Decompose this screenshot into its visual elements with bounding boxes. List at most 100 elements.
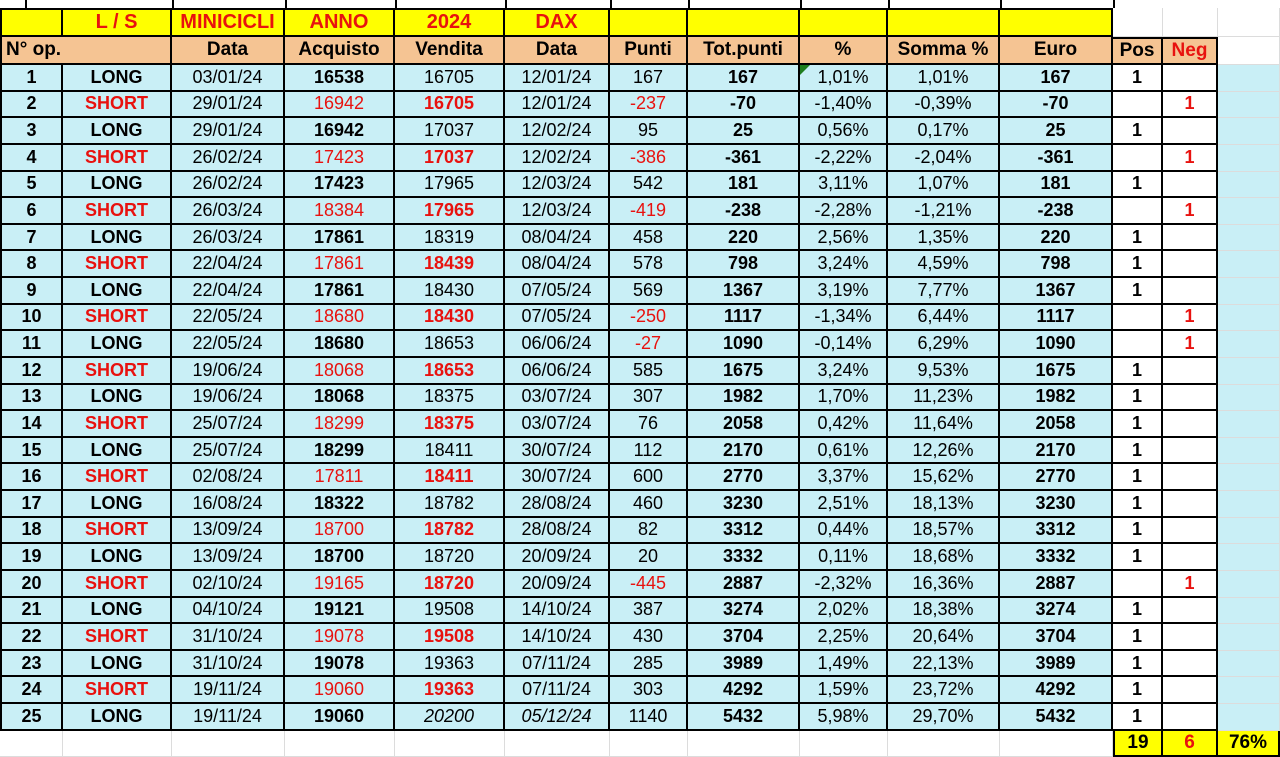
unformatted-cell[interactable] <box>1218 171 1280 199</box>
cell-euro[interactable]: 2770 <box>1000 464 1113 491</box>
cell-acquisto[interactable]: 19078 <box>285 650 395 678</box>
cell-punti[interactable]: 569 <box>610 278 688 305</box>
cell-long-short[interactable]: SHORT <box>63 624 172 651</box>
cell-vendita[interactable]: 18439 <box>395 251 505 278</box>
cell-acquisto[interactable]: 18068 <box>285 357 395 385</box>
cell-neg[interactable] <box>1163 624 1218 651</box>
cell-n-op[interactable]: 5 <box>0 171 63 199</box>
unformatted-cell[interactable] <box>1218 65 1280 92</box>
cell-vendita[interactable]: 19508 <box>395 597 505 625</box>
unformatted-cell[interactable] <box>1218 384 1280 412</box>
cell-tot-punti[interactable]: 2170 <box>688 437 800 465</box>
unformatted-cell[interactable] <box>1218 491 1280 518</box>
cell-long-short[interactable]: SHORT <box>63 304 172 332</box>
cell-n-op[interactable]: 14 <box>0 411 63 438</box>
unformatted-cell[interactable] <box>1218 198 1280 225</box>
cell-pct[interactable]: -2,28% <box>800 198 888 225</box>
header-pct[interactable]: % <box>800 37 888 65</box>
cell-neg[interactable] <box>1163 464 1218 491</box>
cell-sell-date[interactable]: 08/04/24 <box>505 224 610 252</box>
unformatted-cell[interactable] <box>1218 464 1280 491</box>
cell-euro[interactable]: 1367 <box>1000 278 1113 305</box>
cell-neg[interactable]: 1 <box>1163 91 1218 119</box>
cell-neg[interactable] <box>1163 597 1218 625</box>
cell-long-short[interactable]: SHORT <box>63 357 172 385</box>
cell-buy-date[interactable]: 19/06/24 <box>172 357 285 385</box>
cell-tot-punti[interactable]: 1117 <box>688 304 800 332</box>
header-n-op[interactable]: N° op. <box>0 37 172 65</box>
cell-acquisto[interactable]: 18680 <box>285 331 395 358</box>
cell-acquisto[interactable]: 16538 <box>285 65 395 92</box>
cell-tot-punti[interactable]: 3704 <box>688 624 800 651</box>
cell-acquisto[interactable]: 16942 <box>285 118 395 145</box>
header-tot-punti[interactable]: Tot.punti <box>688 37 800 65</box>
cell-punti[interactable]: 542 <box>610 171 688 199</box>
cell-neg[interactable] <box>1163 384 1218 412</box>
unformatted-cell[interactable] <box>1218 118 1280 145</box>
cell-somma-pct[interactable]: 7,77% <box>888 278 1000 305</box>
cell-punti[interactable]: -419 <box>610 198 688 225</box>
cell-euro[interactable]: 167 <box>1000 65 1113 92</box>
cell-buy-date[interactable]: 26/03/24 <box>172 198 285 225</box>
cell-punti[interactable]: 76 <box>610 411 688 438</box>
unformatted-cell[interactable] <box>1000 730 1113 757</box>
cell-tot-punti[interactable]: 1367 <box>688 278 800 305</box>
cell-long-short[interactable]: LONG <box>63 331 172 358</box>
cell-euro[interactable]: 5432 <box>1000 704 1113 731</box>
cell-tot-punti[interactable]: 1982 <box>688 384 800 412</box>
cell-somma-pct[interactable]: -2,04% <box>888 144 1000 172</box>
cell-sell-date[interactable]: 28/08/24 <box>505 517 610 545</box>
unformatted-cell[interactable] <box>1218 304 1280 332</box>
cell-pos[interactable]: 1 <box>1113 357 1163 385</box>
cell-n-op[interactable]: 18 <box>0 517 63 545</box>
cell-sell-date[interactable]: 03/07/24 <box>505 384 610 412</box>
cell-sell-date[interactable]: 12/03/24 <box>505 198 610 225</box>
cell-acquisto[interactable]: 18299 <box>285 411 395 438</box>
cell-euro[interactable]: 3312 <box>1000 517 1113 545</box>
unformatted-cell[interactable] <box>63 730 172 757</box>
cell-n-op[interactable]: 16 <box>0 464 63 491</box>
cell-vendita[interactable]: 17037 <box>395 144 505 172</box>
unformatted-cell[interactable] <box>688 730 800 757</box>
unformatted-cell[interactable] <box>1218 597 1280 625</box>
cell-tot-punti[interactable]: 3230 <box>688 491 800 518</box>
cell-tot-punti[interactable]: 1090 <box>688 331 800 358</box>
cell-buy-date[interactable]: 22/05/24 <box>172 304 285 332</box>
unformatted-cell[interactable] <box>1218 411 1280 438</box>
cell-acquisto[interactable]: 16942 <box>285 91 395 119</box>
cell-sell-date[interactable]: 12/01/24 <box>505 91 610 119</box>
cell-sell-date[interactable]: 20/09/24 <box>505 570 610 598</box>
cell-punti[interactable]: -445 <box>610 570 688 598</box>
cell-neg[interactable] <box>1163 357 1218 385</box>
cell-vendita[interactable]: 16705 <box>395 91 505 119</box>
cell-pct[interactable]: -2,32% <box>800 570 888 598</box>
cell-punti[interactable]: 112 <box>610 437 688 465</box>
cell-pct[interactable]: 1,01% <box>800 65 888 92</box>
cell-pct[interactable]: 2,25% <box>800 624 888 651</box>
cell-somma-pct[interactable]: 23,72% <box>888 677 1000 704</box>
cell-vendita[interactable]: 19508 <box>395 624 505 651</box>
cell-n-op[interactable]: 19 <box>0 544 63 571</box>
cell-pct[interactable]: 3,24% <box>800 251 888 278</box>
cell-pos[interactable]: 1 <box>1113 384 1163 412</box>
unformatted-cell[interactable] <box>285 730 395 757</box>
total-win-rate[interactable]: 76% <box>1218 730 1280 757</box>
cell-tot-punti[interactable]: 1675 <box>688 357 800 385</box>
cell-acquisto[interactable]: 17811 <box>285 464 395 491</box>
header-somma-pct[interactable]: Somma % <box>888 37 1000 65</box>
cell-pos[interactable] <box>1113 570 1163 598</box>
cell-pct[interactable]: -1,34% <box>800 304 888 332</box>
cell-sell-date[interactable]: 20/09/24 <box>505 544 610 571</box>
header-neg[interactable]: Neg <box>1163 37 1218 65</box>
cell-acquisto[interactable]: 18384 <box>285 198 395 225</box>
cell-sell-date[interactable]: 14/10/24 <box>505 597 610 625</box>
cell-vendita[interactable]: 18720 <box>395 570 505 598</box>
cell-pos[interactable]: 1 <box>1113 624 1163 651</box>
cell-tot-punti[interactable]: -70 <box>688 91 800 119</box>
cell-sell-date[interactable]: 07/05/24 <box>505 278 610 305</box>
header-sell-date[interactable]: Data <box>505 37 610 65</box>
cell-long-short[interactable]: LONG <box>63 491 172 518</box>
unformatted-cell[interactable] <box>172 730 285 757</box>
cell-pos[interactable]: 1 <box>1113 437 1163 465</box>
cell-acquisto[interactable]: 19060 <box>285 677 395 704</box>
